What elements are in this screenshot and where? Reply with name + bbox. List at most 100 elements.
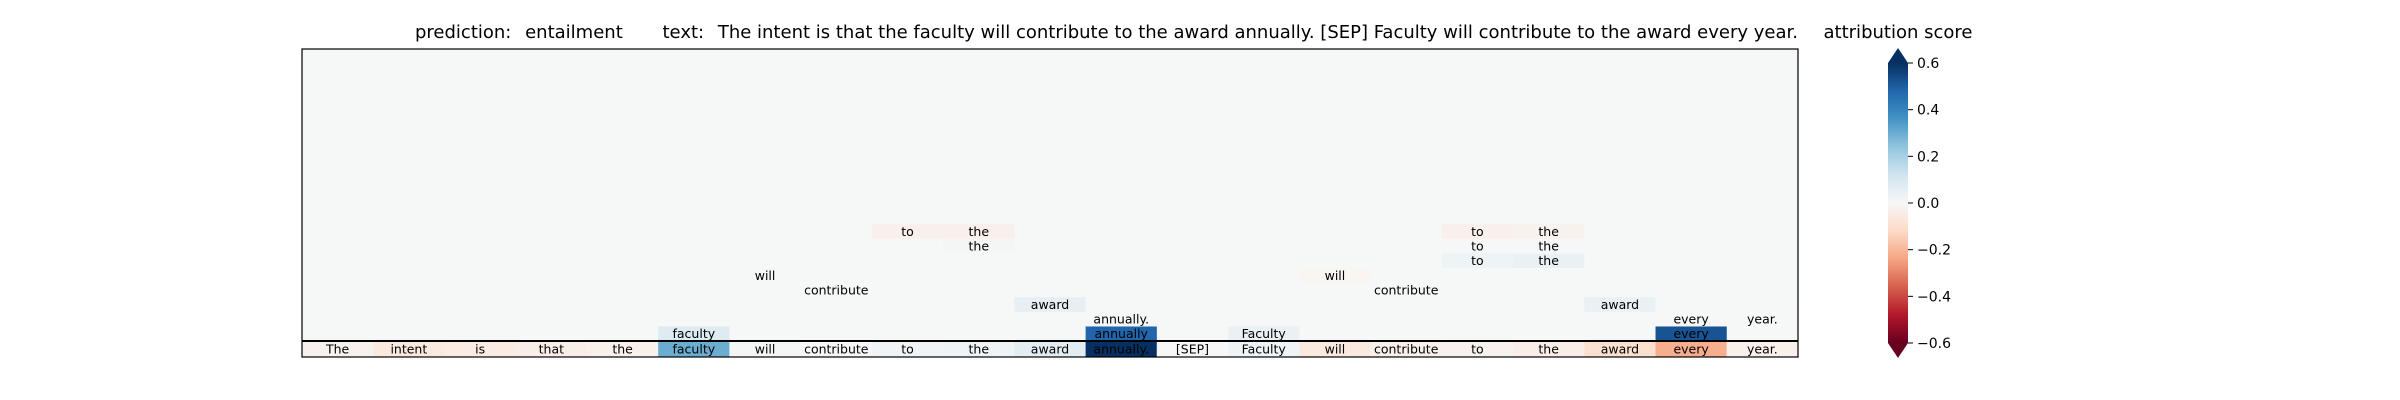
token-cell (1655, 341, 1727, 357)
token-label: faculty (672, 342, 715, 357)
tree-node-cell (943, 238, 1015, 254)
tree-node-label: every (1673, 312, 1709, 327)
token-cell (302, 341, 374, 357)
colorbar-tick-label: 0.2 (1917, 149, 1939, 165)
token-cell (1441, 341, 1514, 357)
tree-node-label: to (1471, 239, 1484, 254)
tree-node-label: to (1471, 224, 1484, 239)
token-label: intent (390, 342, 427, 357)
token-cell (373, 341, 445, 357)
text-value: The intent is that the faculty will cont… (717, 22, 1798, 43)
token-label: contribute (1374, 342, 1439, 357)
tree-node-label: the (969, 224, 990, 239)
tree-node-label: faculty (672, 326, 715, 341)
tree-node-label: award (1601, 297, 1639, 312)
token-cell (1584, 341, 1656, 357)
chart-title: prediction: entailment text: The intent … (415, 22, 1798, 43)
tree-node-cell (1513, 238, 1585, 254)
token-label: annually. (1093, 342, 1149, 357)
tree-node-cell (1441, 224, 1514, 239)
tree-node-cell (729, 268, 801, 283)
tree-node-cell (1370, 282, 1442, 298)
token-cell (658, 341, 730, 357)
tree-node-label: annually (1095, 326, 1149, 341)
token-label: Faculty (1242, 342, 1287, 357)
token-label: The (325, 342, 350, 357)
tree-node-cell (1513, 253, 1585, 268)
tree-node-cell (1655, 326, 1727, 341)
colorbar-tick-label: 0.0 (1917, 196, 1939, 212)
token-label: contribute (804, 342, 869, 357)
colorbar-tick-label: 0.6 (1917, 56, 1939, 72)
token-cell (1156, 341, 1229, 357)
token-cell (1085, 341, 1157, 357)
colorbar-tick-label: −0.2 (1917, 243, 1951, 259)
colorbar-label: attribution score (1824, 22, 1973, 43)
token-label: the (969, 342, 990, 357)
tree-node-cell (1513, 224, 1585, 239)
colorbar: attribution score 0.6 0.4 0.2 0.0 −0.2 −0.4 −0… (1824, 22, 1973, 358)
token-cell (1513, 341, 1585, 357)
tree-node-cell (943, 224, 1015, 239)
token-cell (586, 341, 659, 357)
tree-node-cell (1584, 297, 1656, 312)
tree-node-label: award (1031, 297, 1069, 312)
token-label: the (612, 342, 633, 357)
tree-node-label: annually. (1093, 312, 1149, 327)
tree-node-cell (1085, 326, 1157, 341)
colorbar-tick-label: 0.4 (1917, 103, 1939, 119)
tree-node-cell (800, 282, 872, 298)
tree-node-label: contribute (804, 282, 869, 297)
token-label: to (901, 342, 914, 357)
token-label: that (539, 342, 564, 357)
token-cell (1726, 341, 1798, 357)
tree-node-cell (1655, 311, 1727, 327)
token-label: the (1538, 342, 1559, 357)
tree-node-cell (871, 224, 944, 239)
token-label: award (1601, 342, 1639, 357)
tree-node-label: contribute (1374, 282, 1439, 297)
token-cell (515, 341, 587, 357)
token-row: The intent is that the faculty will contribute t… (302, 341, 1798, 357)
token-label: will (1325, 342, 1346, 357)
tree-node-cell (658, 326, 730, 341)
token-cell (1014, 341, 1086, 357)
text-label: text: (663, 22, 705, 43)
token-cell (871, 341, 944, 357)
tree-node-cell (1726, 311, 1798, 327)
token-label: every (1673, 342, 1709, 357)
tree-node-label: Faculty (1242, 326, 1287, 341)
colorbar-gradient (1888, 63, 1908, 343)
token-label: [SEP] (1176, 342, 1209, 357)
token-cell (943, 341, 1015, 357)
token-cell (800, 341, 872, 357)
token-label: award (1031, 342, 1069, 357)
tree-node-label: the (1538, 253, 1559, 268)
tree-node-label: the (969, 239, 990, 254)
token-cell (729, 341, 801, 357)
tree-node-label: the (1538, 239, 1559, 254)
tree-node-label: to (901, 224, 914, 239)
tree-node-label: to (1471, 253, 1484, 268)
token-label: is (475, 342, 485, 357)
plot-frame (301, 48, 1799, 358)
colorbar-extend-min (1888, 343, 1908, 358)
token-cell (1228, 341, 1300, 357)
tree-node-cell (1085, 311, 1157, 327)
tree-node-label: year. (1747, 312, 1778, 327)
token-label: year. (1747, 342, 1778, 357)
tree-node-cell (1441, 253, 1514, 268)
prediction-label: prediction: (415, 22, 511, 43)
prediction-value: entailment (525, 22, 623, 43)
tree-node-cell (1014, 297, 1086, 312)
tree-node-label: will (755, 268, 776, 283)
colorbar-tick-label: −0.4 (1917, 289, 1951, 305)
token-cell (1370, 341, 1442, 357)
colorbar-tick-label: −0.6 (1917, 336, 1951, 352)
tree-node-label: every (1673, 326, 1709, 341)
tree-node-layer: faculty annually Faculty every annually. ever… (658, 224, 1798, 341)
colorbar-extend-max (1888, 48, 1908, 63)
token-cell (1299, 341, 1371, 357)
tree-node-cell (1299, 268, 1371, 283)
